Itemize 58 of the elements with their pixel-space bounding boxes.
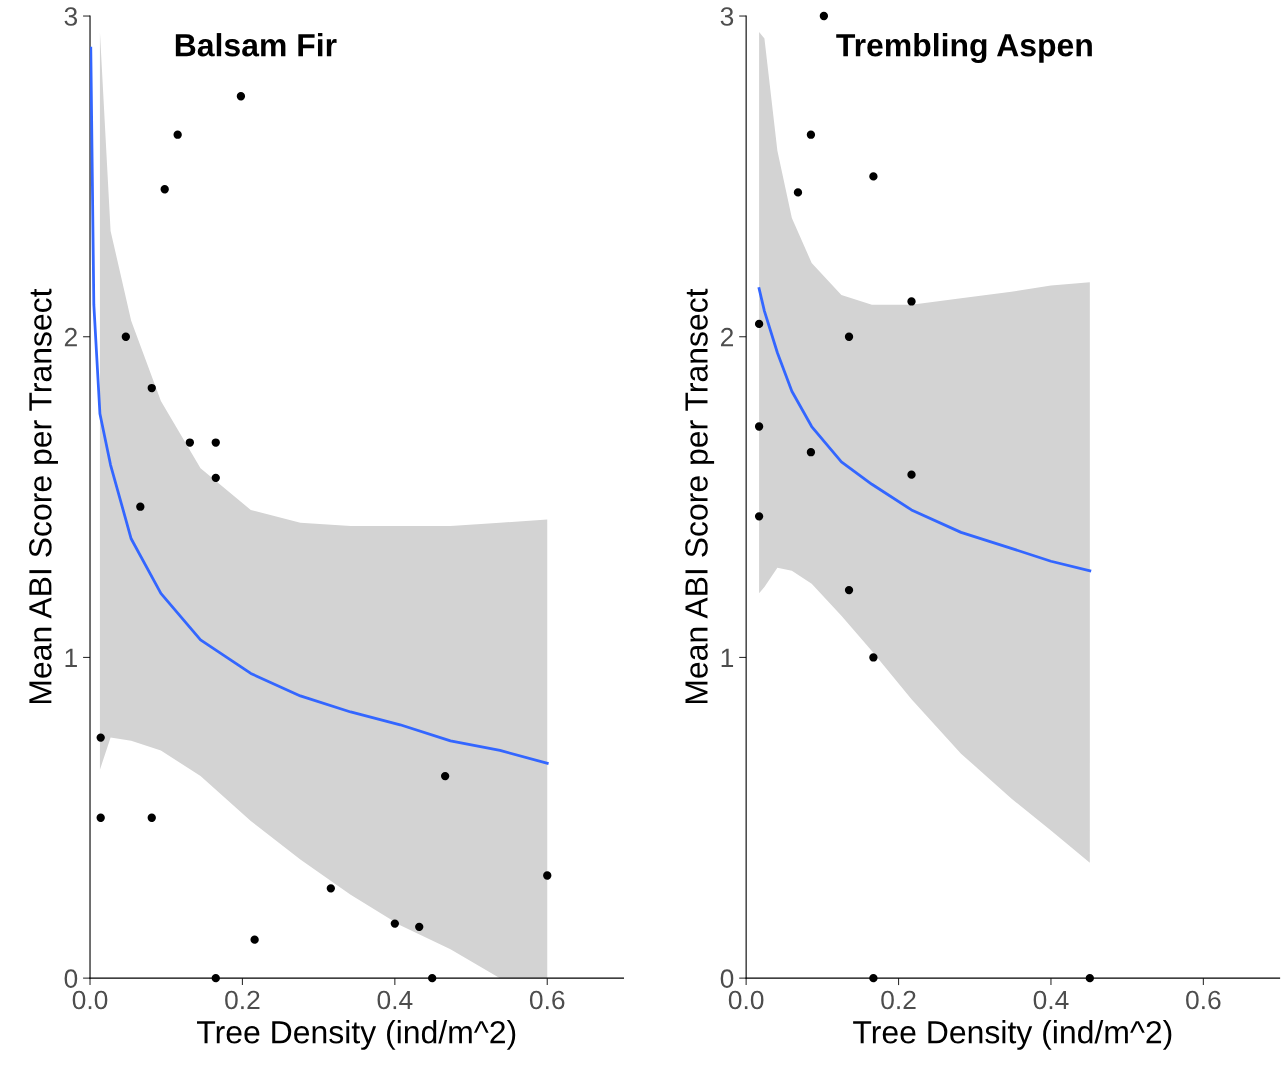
point [793, 188, 803, 197]
y-tick-label: 1 [65, 648, 77, 667]
point [96, 733, 105, 742]
point [211, 473, 220, 483]
line-series [757, 287, 1092, 573]
point [121, 332, 130, 341]
point [754, 319, 764, 329]
point [844, 585, 854, 595]
x-tick-label: 0.2 [881, 990, 916, 1010]
y-axis-title: Mean ABI Score per Transect [685, 288, 715, 704]
point [390, 919, 399, 928]
y-tick-label: 2 [720, 327, 734, 347]
point [147, 383, 156, 393]
point [869, 973, 878, 983]
y-tick-label: 1 [721, 648, 734, 667]
point [160, 185, 169, 194]
point [869, 653, 878, 662]
x-tick-label: 0.2 [225, 990, 260, 1010]
x-axis-title: Tree Density (ind/m^2) [197, 1020, 516, 1050]
chart-title: Balsam Fir [175, 33, 337, 57]
point [440, 771, 450, 781]
x-axis-title: Tree Density (ind/m^2) [853, 1020, 1172, 1050]
point [754, 422, 764, 431]
point [136, 502, 145, 511]
point [428, 973, 437, 983]
y-tick-label: 0 [64, 969, 78, 988]
point [96, 813, 105, 822]
x-tick-label: 0.0 [728, 990, 764, 1010]
point [869, 172, 878, 181]
text: Trembling Aspen [836, 33, 1092, 63]
x-tick-label: 0.6 [1186, 990, 1221, 1010]
point [806, 448, 816, 457]
y-tick-label: 3 [720, 7, 734, 26]
point [250, 935, 259, 944]
point [844, 332, 854, 341]
point [185, 438, 195, 447]
point [326, 884, 335, 893]
point [211, 973, 220, 983]
y-tick-label: 0 [720, 969, 734, 988]
point [236, 92, 246, 101]
x-tick-label: 0.6 [529, 990, 565, 1010]
point [415, 922, 424, 931]
point [1085, 973, 1094, 983]
y-tick-label: 2 [64, 327, 77, 347]
point [754, 512, 764, 521]
point [819, 11, 829, 21]
point [147, 813, 156, 822]
point [173, 130, 182, 139]
point [211, 438, 220, 447]
point [543, 871, 552, 880]
point [907, 470, 916, 479]
y-axis-title: Mean ABI Score per Transect [29, 288, 58, 704]
point [806, 130, 816, 139]
x-tick-label: 0.0 [72, 990, 108, 1010]
x-tick-label: 0.4 [1033, 990, 1069, 1010]
x-tick-label: 0.4 [377, 990, 413, 1010]
point [907, 297, 916, 306]
y-tick-label: 3 [64, 7, 78, 26]
